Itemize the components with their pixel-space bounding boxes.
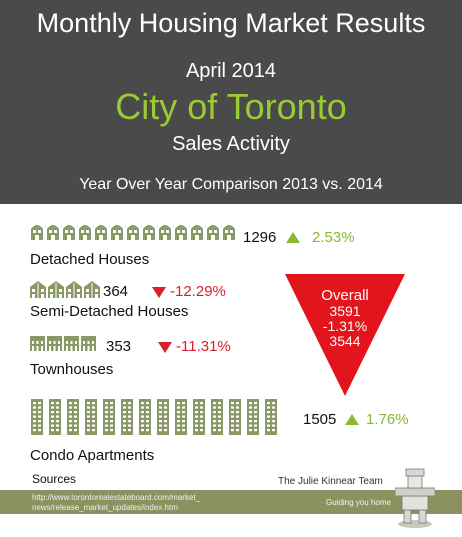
report-date: April 2014 — [185, 60, 277, 82]
semi-detached-icon — [66, 281, 82, 298]
condo-label: Condo Apartments — [30, 447, 155, 464]
condo-change: 1.76% — [366, 411, 409, 428]
town-value: 353 — [106, 338, 132, 355]
condo-tower-icon — [139, 399, 151, 435]
townhouse-icon — [64, 336, 79, 351]
comparison-caption: Year Over Year Comparison 2013 vs. 2014 — [79, 176, 383, 193]
condo-tower-icon — [67, 399, 79, 435]
house-icon — [191, 225, 203, 240]
detached-house-icons — [30, 222, 238, 240]
sources-label: Sources — [32, 472, 77, 486]
source-url[interactable]: http://www.torontorealestateboard.com/ma… — [32, 493, 262, 513]
condo-tower-icon — [175, 399, 187, 435]
house-icon — [47, 225, 59, 240]
house-icon — [143, 225, 155, 240]
overall-2014-value: 3544 — [329, 333, 361, 349]
arrow-up-icon — [286, 232, 300, 243]
condo-tower-icon — [247, 399, 259, 435]
detached-change: 2.53% — [312, 229, 355, 246]
team-logo-text: The Julie Kinnear Team — [278, 476, 383, 487]
overall-label: Overall — [321, 287, 369, 304]
overall-2013-value: 3591 — [329, 303, 361, 319]
condo-tower-icon — [193, 399, 205, 435]
house-icon — [159, 225, 171, 240]
footer-bar — [0, 490, 462, 514]
semi-change: -12.29% — [170, 283, 226, 300]
city-name: City of Toronto — [115, 86, 347, 127]
page-title: Monthly Housing Market Results — [36, 8, 426, 38]
townhouse-icon — [47, 336, 62, 351]
condo-tower-icon — [49, 399, 61, 435]
condo-tower-icon — [121, 399, 133, 435]
condo-tower-icon — [265, 399, 277, 435]
detached-value: 1296 — [243, 229, 277, 246]
arrow-down-icon — [158, 342, 172, 353]
arrow-down-icon — [152, 287, 166, 298]
semi-detached-icon — [48, 281, 64, 298]
condo-tower-icon — [211, 399, 223, 435]
condo-tower-icon — [31, 399, 43, 435]
townhouse-icon — [81, 336, 96, 351]
house-icon — [175, 225, 187, 240]
townhouse-icon — [30, 336, 45, 351]
condo-tower-icon — [229, 399, 241, 435]
town-change: -11.31% — [176, 338, 231, 355]
inukshuk-statue-icon — [395, 468, 435, 528]
house-icon — [111, 225, 123, 240]
condo-tower-icon — [157, 399, 169, 435]
house-icon — [31, 225, 43, 240]
detached-label: Detached Houses — [30, 251, 150, 268]
overall-triangle — [285, 274, 405, 396]
house-icon — [95, 225, 107, 240]
arrow-up-icon — [345, 414, 359, 425]
condo-value: 1505 — [303, 411, 337, 428]
semi-detached-icon — [84, 281, 100, 298]
condo-tower-icon — [85, 399, 97, 435]
header-banner: Monthly Housing Market Results April 201… — [0, 0, 462, 204]
tagline: Guiding you home — [326, 498, 391, 507]
semi-value: 364 — [103, 283, 129, 300]
source-url-line-1[interactable]: http://www.torontorealestateboard.com/ma… — [32, 493, 201, 502]
condo-building-icons — [30, 399, 282, 435]
townhouse-icons — [30, 336, 98, 351]
semi-detached-house-icons — [30, 281, 102, 298]
house-icon — [223, 225, 235, 240]
house-icon — [63, 225, 75, 240]
condo-tower-icon — [103, 399, 115, 435]
overall-change: -1.31% — [322, 318, 368, 334]
town-label: Townhouses — [30, 361, 114, 378]
house-icon — [127, 225, 139, 240]
semi-detached-icon — [30, 281, 46, 298]
semi-label: Semi-Detached Houses — [30, 303, 189, 320]
source-url-line-2[interactable]: news/release_market_updates/index.htm — [32, 503, 178, 512]
house-icon — [207, 225, 219, 240]
house-icon — [79, 225, 91, 240]
section-subtitle: Sales Activity — [172, 133, 290, 155]
